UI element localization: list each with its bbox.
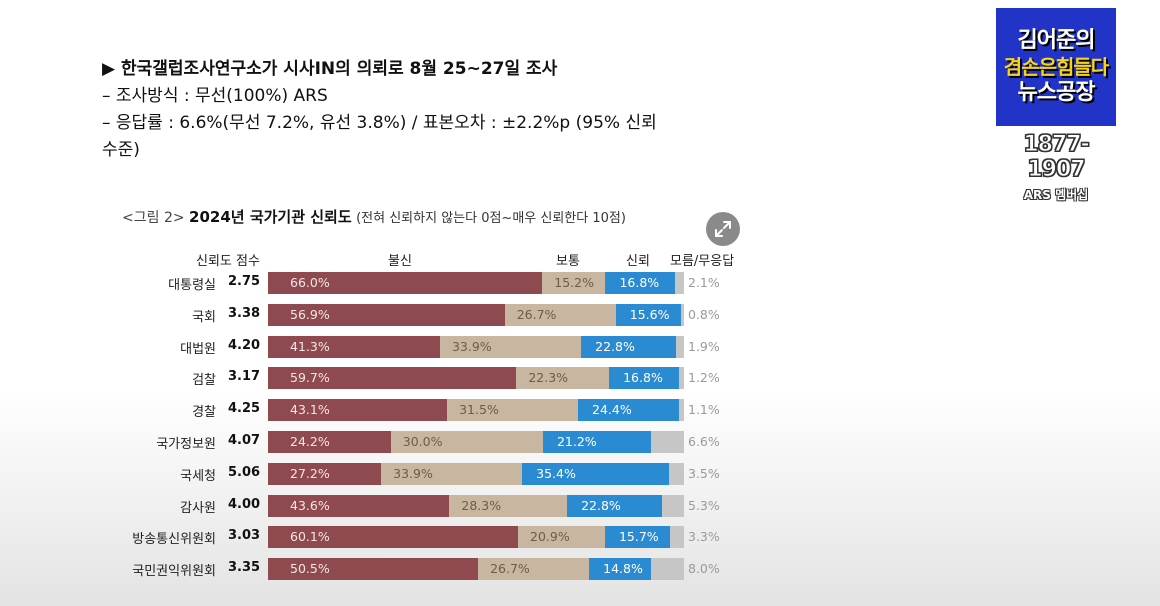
dontknow-segment [680, 303, 684, 326]
distrust-segment: 60.1% [268, 526, 519, 549]
distrust-segment: 27.2% [268, 462, 382, 485]
survey-line-3: – 응답률 : 6.6%(무선 7.2%, 유선 3.8%) / 표본오차 : … [102, 113, 657, 133]
distrust-segment: 66.0% [268, 272, 543, 294]
category-label: 국회 [192, 309, 216, 325]
trust-segment: 35.4% [522, 462, 670, 485]
category-label: 국세청 [180, 468, 216, 484]
dontknow-segment [679, 399, 684, 422]
dontknow-label: 2.1% [688, 275, 720, 290]
trust-score: 3.17 [228, 369, 261, 385]
category-label: 경찰 [192, 405, 216, 421]
trust-segment: 14.8% [589, 558, 651, 581]
category-label: 방송통신위원회 [132, 532, 216, 548]
trust-score: 5.06 [228, 464, 261, 480]
dontknow-segment [679, 367, 684, 390]
neutral-segment: 31.5% [447, 399, 579, 422]
chart-main-title: 2024년 국가기관 신뢰도 [189, 208, 352, 226]
channel-logo: 김어준의 겸손은힘들다 뉴스공장 1877-1907 ARS 멤버십 [996, 8, 1116, 203]
neutral-segment: 20.9% [518, 526, 605, 549]
neutral-segment: 26.7% [504, 303, 616, 326]
trust-score: 3.38 [228, 305, 261, 321]
trust-score: 4.07 [228, 433, 261, 448]
expand-arrows-icon [715, 221, 731, 237]
logo-box: 김어준의 겸손은힘들다 뉴스공장 [996, 8, 1116, 126]
trust-segment: 22.8% [567, 494, 662, 517]
dontknow-label: 3.5% [688, 465, 720, 481]
category-label: 대통령실 [168, 278, 216, 293]
survey-line-1: ▶ 한국갤럽조사연구소가 시사IN의 의뢰로 8월 25~27일 조사 [102, 59, 558, 79]
neutral-segment: 33.9% [381, 462, 523, 485]
distrust-segment: 43.6% [268, 494, 450, 517]
trust-segment: 22.8% [581, 335, 677, 358]
distrust-segment: 59.7% [268, 367, 517, 390]
header-distrust: 불신 [388, 254, 412, 269]
logo-subtitle: ARS 멤버십 [1023, 188, 1089, 202]
dontknow-label: 1.2% [688, 370, 720, 386]
neutral-segment: 33.9% [439, 335, 582, 358]
logo-years: 1877-1907 [1023, 132, 1090, 183]
distrust-segment: 50.5% [268, 558, 479, 581]
trust-segment: 16.8% [605, 272, 676, 294]
trust-score: 4.00 [228, 496, 261, 512]
dontknow-label: 5.3% [688, 497, 720, 513]
distrust-segment: 56.9% [268, 303, 505, 326]
dontknow-label: 8.0% [688, 561, 720, 577]
category-label: 검찰 [192, 373, 216, 389]
dontknow-label: 1.9% [688, 338, 720, 354]
neutral-segment: 22.3% [516, 367, 610, 390]
category-label: 대법원 [180, 341, 216, 357]
neutral-segment: 30.0% [390, 431, 543, 453]
dontknow-segment [661, 494, 684, 517]
survey-info: ▶ 한국갤럽조사연구소가 시사IN의 의뢰로 8월 25~27일 조사 – 조사… [102, 56, 792, 164]
neutral-segment: 28.3% [449, 494, 568, 517]
distrust-segment: 41.3% [268, 335, 440, 358]
survey-line-4: 수준) [102, 140, 140, 160]
category-label: 감사원 [180, 500, 216, 516]
logo-line-3: 뉴스공장 [1017, 80, 1096, 105]
logo-line-2: 겸손은힘들다 [1003, 55, 1109, 79]
trust-score: 4.25 [228, 401, 261, 417]
trust-score: 3.03 [228, 528, 261, 544]
dontknow-segment [676, 335, 684, 358]
category-label: 국가정보원 [156, 437, 216, 452]
chart-figure-number: <그림 2> [122, 210, 185, 226]
distrust-segment: 24.2% [268, 431, 391, 453]
dontknow-segment [650, 431, 684, 453]
dontknow-label: 3.3% [688, 529, 720, 545]
neutral-segment: 26.7% [478, 558, 590, 581]
neutral-segment: 15.2% [542, 272, 606, 294]
dontknow-label: 1.1% [688, 402, 720, 418]
trust-score: 3.35 [228, 560, 261, 576]
trust-segment: 21.2% [542, 431, 651, 453]
header-neutral: 보통 [556, 254, 580, 269]
survey-line-2: – 조사방식 : 무선(100%) ARS [102, 86, 328, 106]
trust-segment: 15.7% [604, 526, 671, 549]
dontknow-segment [670, 526, 684, 549]
logo-line-1: 김어준의 [1017, 28, 1096, 53]
dontknow-label: 6.6% [688, 434, 720, 449]
trust-segment: 15.6% [615, 303, 681, 326]
header-trust: 신뢰 [626, 254, 650, 269]
category-label: 국민권익위원회 [132, 564, 216, 580]
trust-segment: 16.8% [609, 367, 679, 390]
chart-title: <그림 2> 2024년 국가기관 신뢰도 (전혀 신뢰하지 않는다 0점~매우… [122, 206, 626, 227]
dontknow-segment [675, 272, 684, 294]
trust-score: 2.75 [228, 274, 261, 289]
expand-button[interactable] [706, 212, 740, 246]
trust-segment: 24.4% [578, 399, 680, 422]
dontknow-segment [650, 558, 684, 581]
header-dontknow: 모름/무응답 [670, 254, 735, 269]
distrust-segment: 43.1% [268, 399, 448, 422]
dontknow-label: 0.8% [688, 306, 720, 322]
chart-scale-note: (전혀 신뢰하지 않는다 0점~매우 신뢰한다 10점) [356, 211, 626, 226]
trust-score: 4.20 [228, 337, 261, 353]
header-score: 신뢰도 점수 [196, 254, 260, 269]
dontknow-segment [669, 462, 684, 485]
